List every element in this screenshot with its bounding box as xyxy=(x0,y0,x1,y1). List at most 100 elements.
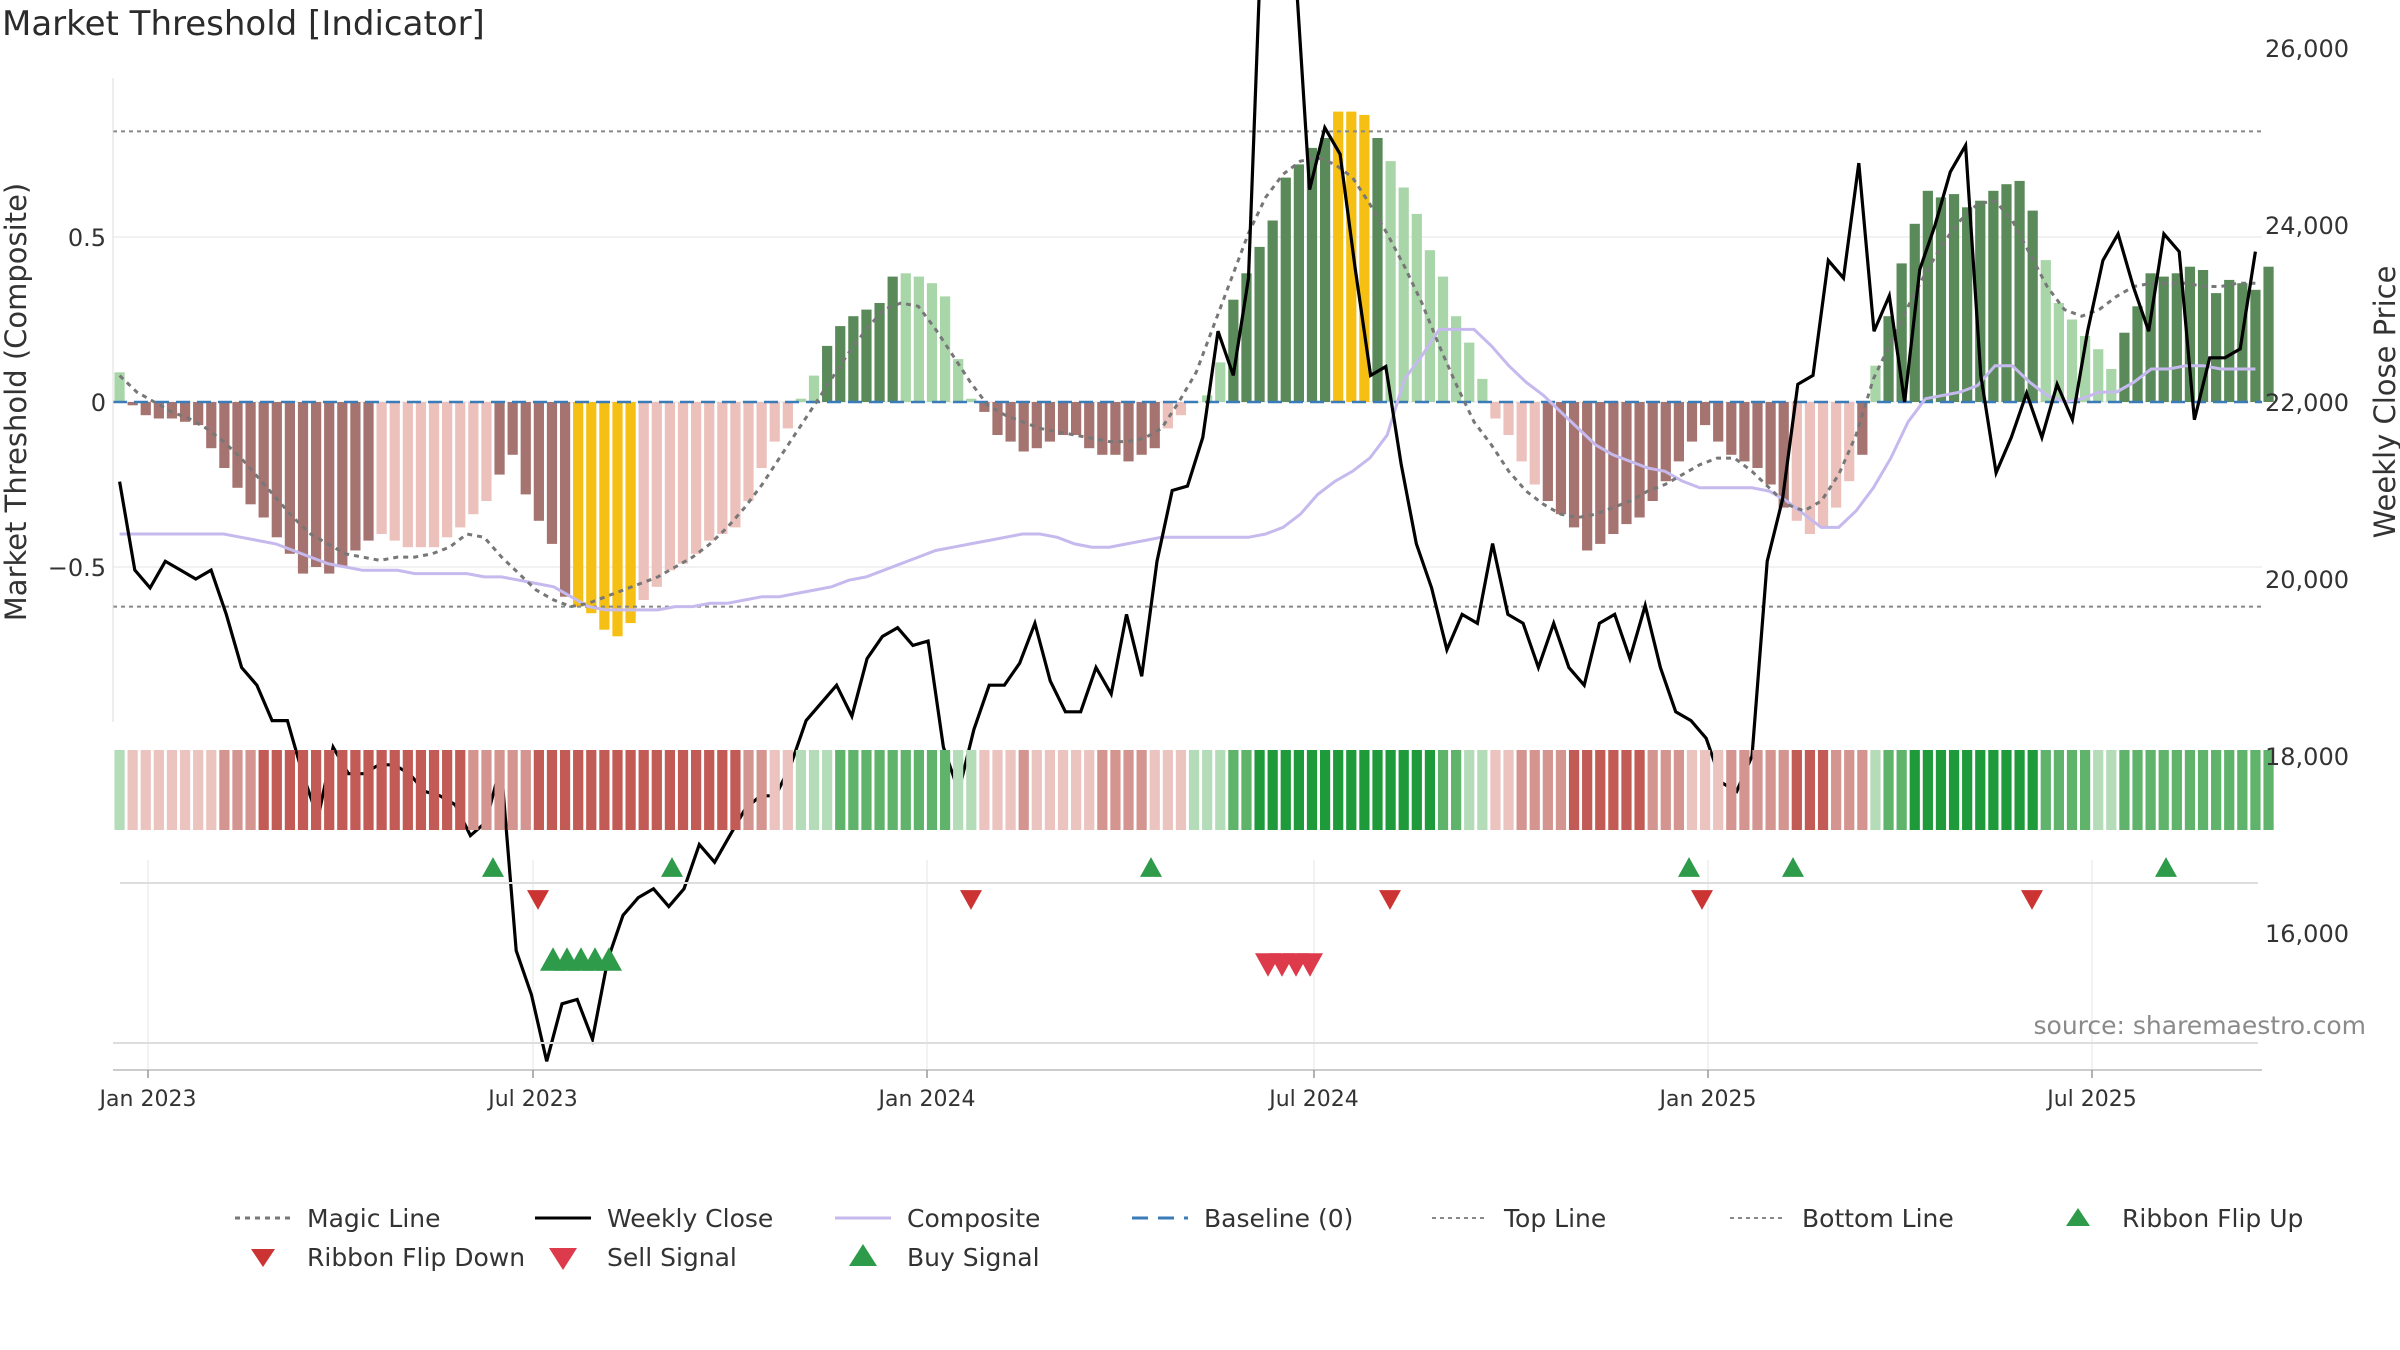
composite-bar xyxy=(1280,177,1291,402)
ribbon-cell xyxy=(2224,750,2235,830)
composite-bar xyxy=(559,402,571,597)
composite-bar xyxy=(284,402,296,554)
ribbon-cell xyxy=(2053,750,2065,830)
ribbon-cell xyxy=(1896,750,1907,830)
ribbon-cell xyxy=(717,750,728,830)
composite-bar xyxy=(2224,279,2235,402)
x-tick-label: Jul 2023 xyxy=(486,1087,578,1112)
composite-bar xyxy=(1044,402,1056,442)
y-tick-label-right: 18,000 xyxy=(2265,743,2349,771)
ribbon-cell xyxy=(2119,750,2130,830)
ribbon-cell xyxy=(1948,750,1960,830)
legend-item: Ribbon Flip Down xyxy=(251,1243,525,1272)
composite-bar xyxy=(992,402,1003,435)
ribbon-cell xyxy=(1817,750,1829,830)
sell-signal-marker xyxy=(1297,953,1323,977)
composite-bar xyxy=(2079,336,2091,402)
ribbon-cell xyxy=(861,750,872,830)
ribbon-cell xyxy=(1490,750,1501,830)
ribbon-cell xyxy=(1031,750,1042,830)
ribbon-cell xyxy=(2106,750,2117,830)
ribbon-cell xyxy=(900,750,911,830)
composite-bar xyxy=(573,402,584,607)
ribbon-cell xyxy=(1241,750,1252,830)
composite-bar xyxy=(638,402,649,600)
composite-bar xyxy=(1686,402,1698,442)
composite-bar xyxy=(822,345,833,402)
ribbon-cell xyxy=(245,750,256,830)
composite-bar xyxy=(939,296,951,402)
ribbon-cell xyxy=(822,750,833,830)
ribbon-cell xyxy=(1857,750,1868,830)
ribbon-cell xyxy=(782,750,793,830)
ribbon-cell xyxy=(795,750,807,830)
composite-bar xyxy=(1647,402,1658,501)
ribbon-cell xyxy=(1909,750,1920,830)
composite-bar xyxy=(782,402,793,429)
composite-bar xyxy=(1333,111,1344,402)
ribbon-cell xyxy=(1346,750,1357,830)
composite-bar xyxy=(1726,402,1737,455)
ribbon-cell xyxy=(625,750,636,830)
ribbon-cell xyxy=(2093,750,2104,830)
legend-item: Composite xyxy=(835,1204,1040,1233)
y-tick-label-right: 16,000 xyxy=(2265,920,2349,948)
ribbon-cell xyxy=(874,750,885,830)
y-tick-label-right: 26,000 xyxy=(2265,35,2349,63)
composite-bar xyxy=(1857,402,1868,455)
ribbon-cell xyxy=(953,750,964,830)
composite-bar xyxy=(2093,349,2104,402)
ribbon-cell xyxy=(1870,750,1881,830)
ribbon-cell xyxy=(730,750,741,830)
ribbon-cell xyxy=(1778,750,1789,830)
ribbon-cell xyxy=(1739,750,1750,830)
composite-bar xyxy=(1582,402,1593,551)
composite-bar xyxy=(1935,197,1947,402)
composite-bar xyxy=(1988,190,1999,402)
composite-bar xyxy=(271,402,282,538)
x-tick-label: Jul 2024 xyxy=(1267,1087,1359,1112)
ribbon-flip-up-marker xyxy=(1140,857,1162,877)
legend-item: Weekly Close xyxy=(535,1204,773,1233)
composite-bar xyxy=(2184,266,2196,402)
composite-bar xyxy=(1490,402,1501,419)
ribbon-cell xyxy=(979,750,990,830)
legend-swatch-sell-signal xyxy=(549,1248,577,1270)
ribbon-cell xyxy=(1359,750,1370,830)
ribbon-cell xyxy=(887,750,898,830)
ribbon-flip-down-marker xyxy=(1379,890,1401,910)
ribbon-cell xyxy=(691,750,702,830)
composite-bar xyxy=(1896,263,1907,402)
ribbon-cell xyxy=(769,750,780,830)
ribbon-cell xyxy=(2145,750,2156,830)
composite-bar xyxy=(586,402,597,614)
ribbon-cell xyxy=(389,750,400,830)
ribbon-cell xyxy=(1018,750,1029,830)
composite-bar xyxy=(1870,365,1881,402)
ribbon-cell xyxy=(1503,750,1514,830)
ribbon-cell xyxy=(468,750,479,830)
composite-bar xyxy=(874,303,885,402)
composite-bar xyxy=(704,402,715,541)
composite-bar xyxy=(1962,207,1973,402)
composite-bar xyxy=(1057,402,1069,435)
ribbon-cell xyxy=(1713,750,1724,830)
composite-bar xyxy=(232,402,243,488)
composite-bar xyxy=(1267,220,1278,402)
ribbon-cell xyxy=(2001,750,2012,830)
ribbon-cell xyxy=(193,750,204,830)
composite-bar xyxy=(219,402,230,468)
composite-bar xyxy=(2132,306,2143,402)
ribbon-cell xyxy=(926,750,938,830)
ribbon-cell xyxy=(1306,750,1318,830)
composite-bar xyxy=(1319,138,1331,402)
legend-label: Magic Line xyxy=(307,1204,441,1233)
composite-bar xyxy=(350,402,361,551)
ribbon-cell xyxy=(1962,750,1973,830)
y-tick-label-right: 24,000 xyxy=(2265,212,2349,240)
ribbon-cell xyxy=(743,750,754,830)
ribbon-cell xyxy=(2014,750,2025,830)
ribbon-cell xyxy=(1686,750,1698,830)
legend-swatch-flip-down xyxy=(251,1249,275,1267)
ribbon-cell xyxy=(310,750,322,830)
